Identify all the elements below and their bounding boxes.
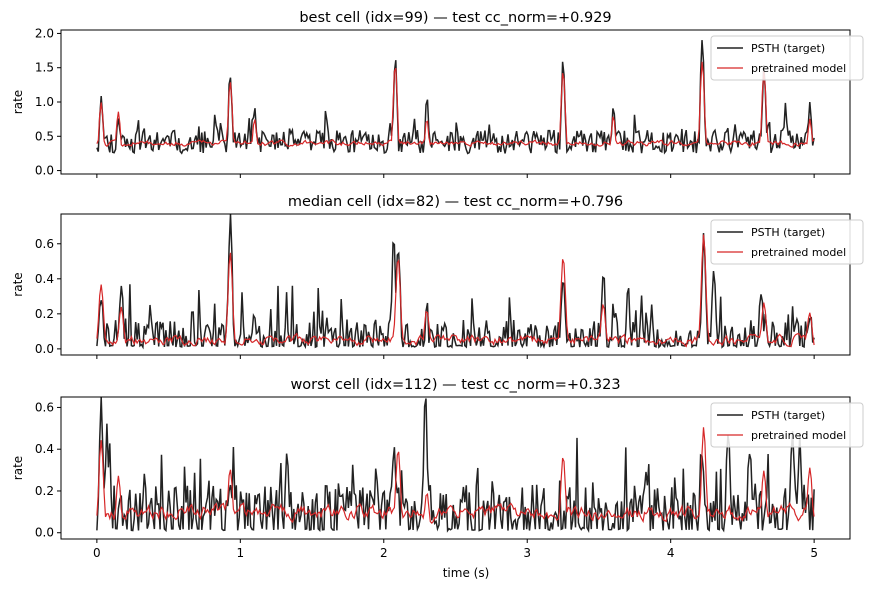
series-model-line <box>96 427 815 524</box>
x-tick-label: 2 <box>380 546 388 560</box>
y-tick-label: 0.2 <box>35 307 54 321</box>
plot-frame <box>60 396 851 540</box>
y-tick-label: 0.0 <box>35 164 54 178</box>
x-axis-label: time (s) <box>443 566 490 580</box>
x-tick-label: 3 <box>523 546 531 560</box>
x-tick-label: 1 <box>236 546 244 560</box>
legend-label-target: PSTH (target) <box>751 42 825 55</box>
y-tick-label: 0.6 <box>35 400 54 414</box>
series-target-line <box>96 214 815 350</box>
x-tick-label: 0 <box>93 546 101 560</box>
y-tick-label: 0.5 <box>35 129 54 143</box>
plot-frame <box>60 213 851 356</box>
legend: PSTH (target) pretrained model <box>710 402 864 448</box>
series-target-line <box>96 40 815 155</box>
panel-2: median cell (idx=82) — test cc_norm=+0.7… <box>11 194 864 359</box>
x-tick-label: 4 <box>667 546 675 560</box>
legend-label-model: pretrained model <box>751 246 846 259</box>
y-tick-label: 1.0 <box>35 95 54 109</box>
legend: PSTH (target) pretrained model <box>710 35 864 81</box>
y-tick-label: 0.0 <box>35 342 54 356</box>
series-model-line <box>96 61 815 148</box>
legend-label-model: pretrained model <box>751 429 846 442</box>
panel-title: worst cell (idx=112) — test cc_norm=+0.3… <box>290 377 620 393</box>
series-model-line <box>96 234 815 348</box>
y-tick-label: 0.6 <box>35 237 54 251</box>
plot-frame <box>60 29 851 175</box>
y-tick-label: 0.4 <box>35 442 54 456</box>
x-tick-label: 5 <box>810 546 818 560</box>
legend-box <box>710 35 864 81</box>
legend-box <box>710 219 864 265</box>
panel-title: best cell (idx=99) — test cc_norm=+0.929 <box>299 10 611 26</box>
series-target-line <box>96 397 815 534</box>
y-axis-label: rate <box>11 456 25 480</box>
legend-label-target: PSTH (target) <box>751 226 825 239</box>
legend-label-model: pretrained model <box>751 62 846 75</box>
y-tick-label: 0.2 <box>35 484 54 498</box>
y-tick-label: 1.5 <box>35 61 54 75</box>
y-axis-label: rate <box>11 272 25 296</box>
y-tick-label: 0.4 <box>35 272 54 286</box>
y-tick-label: 0.0 <box>35 526 54 540</box>
legend-label-target: PSTH (target) <box>751 409 825 422</box>
panel-3: worst cell (idx=112) — test cc_norm=+0.3… <box>11 377 864 560</box>
y-tick-label: 2.0 <box>35 26 54 40</box>
panel-1: best cell (idx=99) — test cc_norm=+0.929… <box>11 10 864 178</box>
legend-box <box>710 402 864 448</box>
panel-title: median cell (idx=82) — test cc_norm=+0.7… <box>288 194 623 210</box>
y-axis-label: rate <box>11 90 25 114</box>
legend: PSTH (target) pretrained model <box>710 219 864 265</box>
